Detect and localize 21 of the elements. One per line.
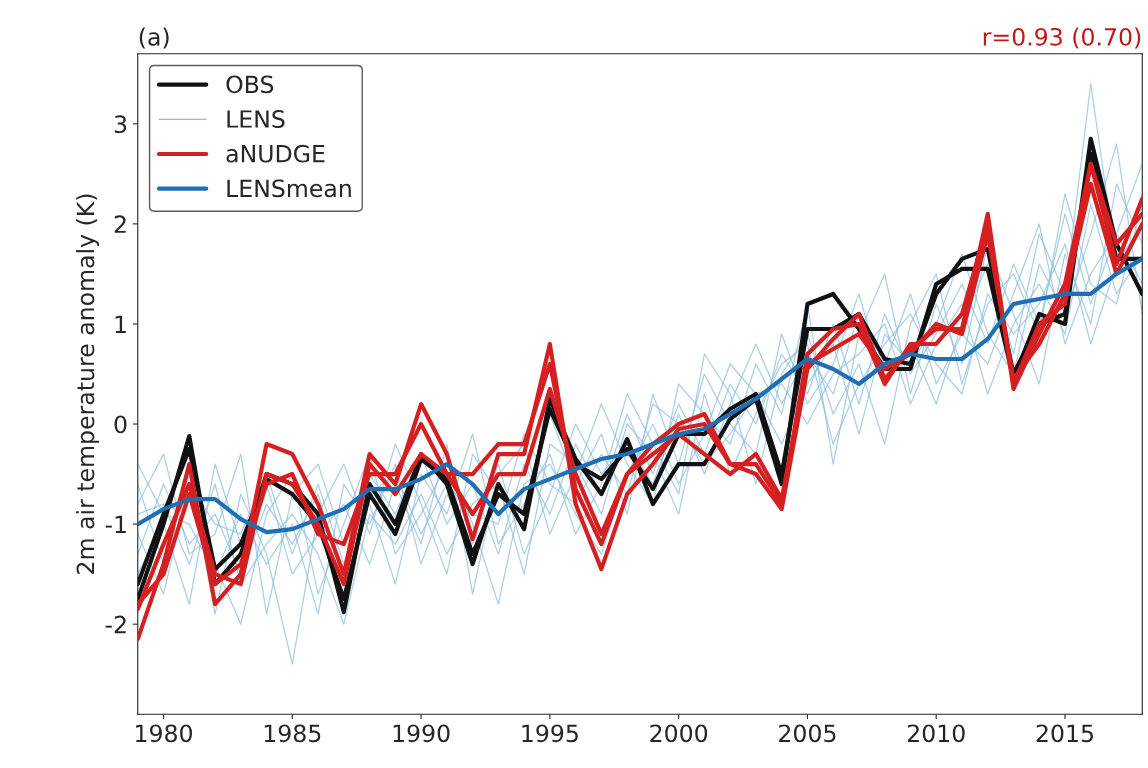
chart-title: (a): [139, 27, 169, 49]
y-tick-label: 1: [115, 315, 126, 333]
x-tick-label: 1980: [136, 724, 192, 743]
y-tick-label: 2: [114, 215, 126, 233]
y-tick-label: -1: [105, 515, 126, 534]
legend-label: LENS: [227, 110, 285, 128]
x-tick-label: 2005: [779, 724, 836, 743]
x-tick-label: 1990: [393, 724, 450, 743]
y-tick-label: 3: [114, 115, 127, 134]
legend-label: aNUDGE: [226, 144, 325, 163]
y-tick-label: 0: [114, 415, 127, 434]
x-tick-label: 2010: [907, 724, 965, 743]
y-axis-title: 2m air temperature anomaly (K): [76, 194, 99, 574]
x-tick-label: 1985: [264, 724, 321, 743]
x-tick-label: 2000: [650, 724, 708, 743]
y-tick-label: -2: [105, 615, 126, 634]
legend-label: OBS: [226, 75, 274, 94]
x-tick-label: 2015: [1036, 724, 1093, 743]
legend-label: LENSmean: [227, 179, 351, 198]
text: r=0.93 (0.70): [983, 27, 1141, 49]
x-tick-label: 1995: [522, 724, 578, 743]
